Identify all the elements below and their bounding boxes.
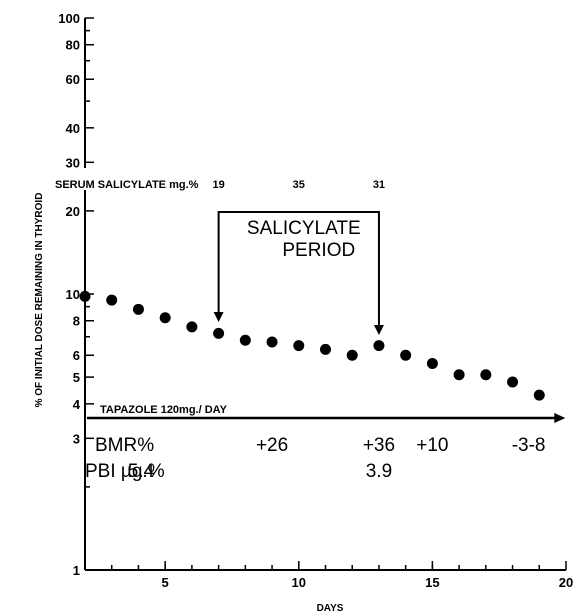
data-point bbox=[266, 336, 278, 348]
salicylate-period-start-arrow bbox=[213, 312, 224, 322]
bmr-value: +36 bbox=[363, 435, 395, 456]
bmr-value: +26 bbox=[256, 435, 288, 456]
serum-salicylate-label: SERUM SALICYLATE mg.% bbox=[55, 179, 199, 191]
data-points bbox=[79, 290, 545, 401]
y-ticks: 1 3 4 5 6 8 10 20 30 40 60 80 100 bbox=[58, 11, 94, 578]
salicylate-period-subtitle: PERIOD bbox=[282, 240, 355, 261]
salicylate-period-title: SALICYLATE bbox=[247, 218, 361, 239]
data-point bbox=[426, 358, 438, 370]
data-point bbox=[533, 389, 545, 401]
y-tick-label: 60 bbox=[66, 72, 80, 87]
data-point bbox=[239, 334, 251, 346]
salicylate-period-bracket bbox=[213, 211, 384, 335]
x-axis-label: DAYS bbox=[317, 603, 344, 614]
serum-salicylate-value: 35 bbox=[293, 179, 305, 191]
y-tick-label: 40 bbox=[66, 121, 80, 136]
data-point bbox=[373, 340, 385, 352]
pbi-label: PBI µg.% bbox=[85, 461, 165, 482]
tapazole-arrow-head bbox=[554, 413, 566, 423]
data-point bbox=[106, 294, 118, 306]
data-point bbox=[346, 349, 358, 361]
y-tick-label: 6 bbox=[73, 348, 80, 363]
x-tick-label: 20 bbox=[559, 575, 573, 590]
y-tick-label: 80 bbox=[66, 38, 80, 53]
y-tick-label: 5 bbox=[73, 370, 80, 385]
serum-salicylate-value: 31 bbox=[373, 179, 385, 191]
serum-salicylate-value: 19 bbox=[212, 179, 224, 191]
data-point bbox=[320, 343, 331, 355]
x-tick-label: 15 bbox=[425, 575, 439, 590]
data-point bbox=[453, 369, 465, 381]
data-point bbox=[213, 327, 225, 339]
y-tick-label: 3 bbox=[73, 431, 80, 446]
y-axis-label: % OF INITIAL DOSE REMAINING IN THYROID bbox=[34, 193, 45, 408]
data-point bbox=[159, 312, 171, 324]
pbi-value: 5.4 bbox=[128, 461, 155, 482]
bmr-value: +10 bbox=[416, 435, 448, 456]
data-point bbox=[507, 376, 519, 388]
data-point bbox=[480, 369, 492, 381]
x-ticks: 5 10 15 20 bbox=[110, 561, 573, 590]
data-point bbox=[132, 303, 144, 315]
data-point bbox=[293, 340, 305, 352]
data-point bbox=[79, 290, 91, 302]
y-tick-label: 100 bbox=[58, 11, 80, 26]
data-point bbox=[400, 349, 412, 361]
y-tick-label: 30 bbox=[66, 155, 80, 170]
y-tick-label: 1 bbox=[73, 563, 80, 578]
salicylate-period-frame bbox=[217, 211, 380, 326]
y-tick-label: 10 bbox=[66, 287, 80, 302]
x-tick-label: 5 bbox=[162, 575, 169, 590]
y-tick-label: 4 bbox=[73, 397, 81, 412]
y-tick-label: 20 bbox=[66, 204, 80, 219]
tapazole-label: TAPAZOLE 120mg./ DAY bbox=[100, 404, 228, 416]
bmr-label: BMR% bbox=[95, 435, 154, 456]
bmr-value: -3-8 bbox=[512, 435, 546, 456]
x-tick-label: 10 bbox=[292, 575, 306, 590]
data-point bbox=[186, 321, 198, 333]
y-tick-label: 8 bbox=[73, 314, 80, 329]
salicylate-period-end-arrow bbox=[373, 325, 384, 335]
pbi-value: 3.9 bbox=[366, 461, 392, 482]
